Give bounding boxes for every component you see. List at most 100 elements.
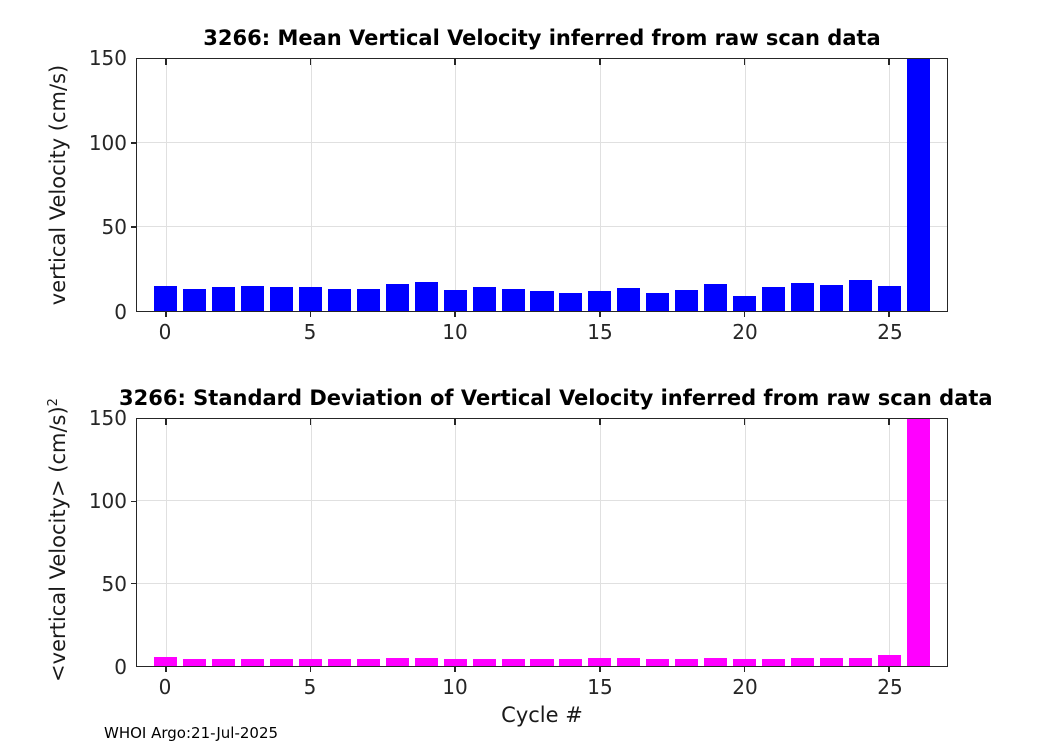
- bar: [183, 289, 207, 311]
- y-gridline: [137, 582, 947, 584]
- bar: [732, 658, 757, 666]
- bar: [356, 289, 380, 311]
- bar: [385, 284, 409, 311]
- bar: [327, 658, 352, 666]
- bar: [270, 658, 294, 666]
- chart-title: 3266: Standard Deviation of Vertical Vel…: [119, 386, 993, 410]
- x-tick: [888, 311, 890, 317]
- y-gridline: [137, 142, 947, 143]
- bar: [848, 657, 872, 666]
- x-gridline: [744, 419, 746, 666]
- bar: [675, 658, 699, 666]
- x-gridline: [165, 59, 167, 311]
- x-tick-top: [599, 419, 601, 425]
- bar: [732, 295, 757, 311]
- x-tick-label: 20: [732, 675, 758, 699]
- bar: [299, 658, 323, 666]
- y-gridline: [137, 500, 947, 502]
- x-tick-top: [165, 59, 167, 65]
- bar: [761, 286, 785, 311]
- bar: [530, 290, 554, 311]
- x-tick-label: 5: [303, 675, 317, 699]
- x-tick-top: [743, 59, 746, 65]
- plot-inner: [137, 59, 947, 311]
- y-tick: [131, 226, 137, 228]
- x-tick: [599, 666, 601, 672]
- x-gridline: [310, 419, 312, 666]
- x-gridline: [889, 59, 891, 311]
- y-gridline: [137, 226, 947, 227]
- bar: [790, 283, 814, 311]
- bar: [877, 285, 901, 311]
- bar: [154, 285, 178, 311]
- x-tick-label: 25: [877, 320, 903, 344]
- x-gridline: [310, 59, 312, 311]
- bar: [906, 59, 930, 311]
- x-tick-label: 20: [732, 320, 758, 344]
- x-gridline: [455, 419, 457, 666]
- y-tick: [131, 582, 137, 585]
- bar: [906, 419, 930, 666]
- x-gridline: [455, 59, 457, 311]
- bar: [704, 657, 728, 666]
- bar: [327, 289, 352, 311]
- y-tick-label: 0: [114, 300, 127, 324]
- x-tick: [309, 666, 312, 672]
- x-tick-top: [165, 419, 167, 425]
- x-tick-label: 15: [587, 320, 613, 344]
- x-tick-label: 10: [442, 675, 468, 699]
- x-gridline: [599, 59, 601, 311]
- x-tick-top: [309, 59, 312, 65]
- bar: [646, 292, 670, 311]
- bar: [299, 287, 323, 311]
- y-tick-label: 50: [101, 572, 127, 596]
- x-tick-label: 5: [303, 320, 317, 344]
- bar: [761, 658, 785, 666]
- x-tick: [454, 666, 456, 672]
- x-tick: [743, 311, 746, 317]
- x-tick-label: 0: [158, 675, 172, 699]
- x-tick: [309, 311, 312, 317]
- x-tick: [454, 311, 456, 317]
- plot-area: [131, 418, 948, 672]
- y-tick-label: 100: [88, 489, 127, 513]
- bar: [559, 658, 583, 666]
- y-axis-label-text: <vertical Velocity> (cm/s): [46, 406, 70, 682]
- x-tick-label: 10: [442, 320, 468, 344]
- bar: [443, 658, 467, 666]
- y-tick-label: 50: [101, 215, 127, 240]
- bar: [241, 659, 265, 666]
- x-tick: [743, 666, 746, 672]
- plot-area: [131, 58, 948, 317]
- y-tick-label: 150: [88, 406, 127, 430]
- y-tick: [131, 142, 137, 144]
- bar: [790, 657, 814, 666]
- bar: [154, 656, 178, 666]
- bar: [472, 658, 496, 666]
- footer-text: WHOI Argo:21-Jul-2025: [104, 724, 279, 742]
- bar: [183, 658, 207, 666]
- bar: [588, 290, 612, 311]
- plot-inner: [137, 419, 947, 666]
- x-tick-top: [309, 419, 312, 425]
- y-tick-label: 100: [88, 130, 127, 155]
- bar: [501, 289, 525, 311]
- bar: [559, 293, 583, 311]
- x-axis-label: Cycle #: [501, 703, 583, 727]
- x-gridline: [889, 419, 891, 666]
- bar: [501, 658, 525, 666]
- bar: [414, 657, 438, 666]
- x-gridline: [744, 59, 746, 311]
- bar: [472, 287, 496, 311]
- chart-title: 3266: Mean Vertical Velocity inferred fr…: [203, 26, 881, 50]
- bar: [385, 657, 409, 666]
- bar: [212, 658, 236, 666]
- bar: [675, 290, 699, 311]
- x-tick-top: [888, 419, 890, 425]
- x-tick: [599, 311, 601, 317]
- x-tick-top: [599, 59, 601, 65]
- bar: [588, 657, 612, 666]
- x-tick-label: 0: [158, 320, 172, 344]
- bar: [530, 658, 554, 666]
